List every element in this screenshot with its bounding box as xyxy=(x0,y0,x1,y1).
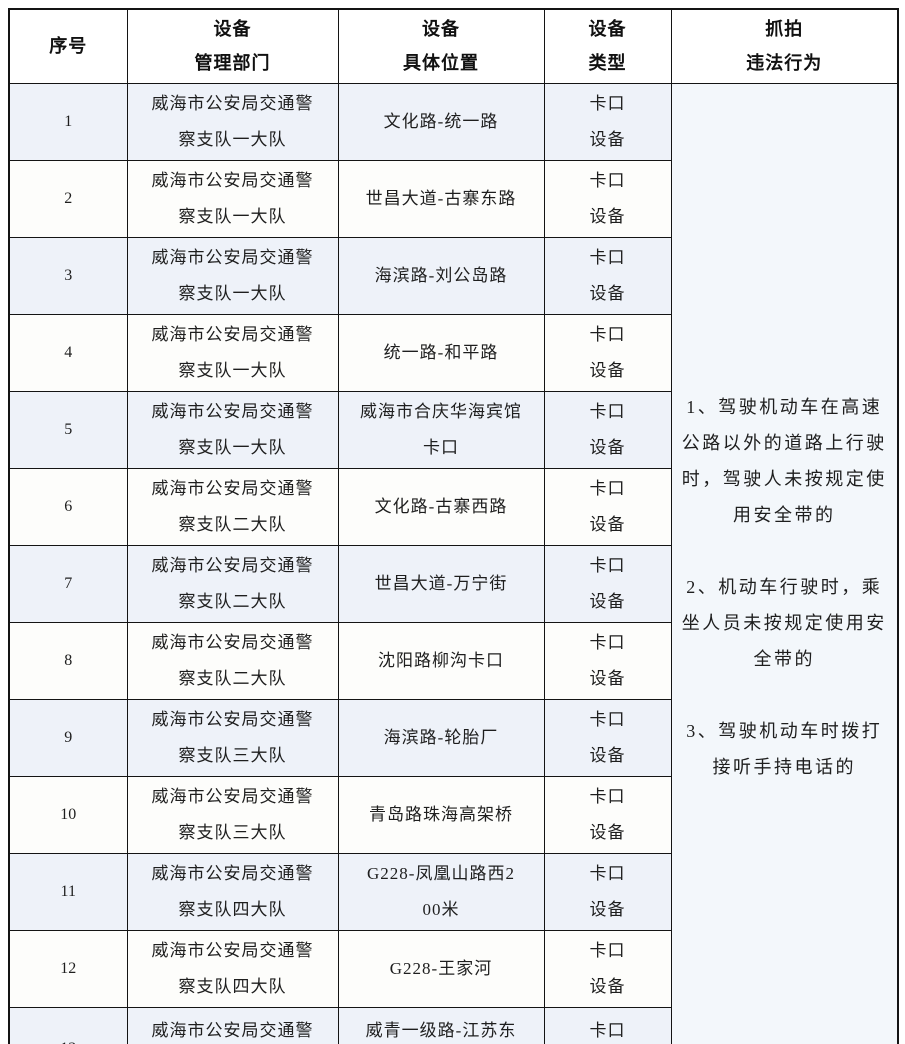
violation-item-1: 1、驾驶机动车在高速 公路以外的道路上行驶 时，驾驶人未按规定使 用安全带的 xyxy=(681,396,887,525)
location-cell: G228-凤凰山路西2 00米 xyxy=(337,852,545,931)
dept-cell: 威海市公安局交通警 察支队一大队 xyxy=(126,236,339,315)
type-cell: 卡口 设备 xyxy=(543,929,672,1008)
table-row: 8 威海市公安局交通警 察支队二大队 沈阳路柳沟卡口 卡口 设备 xyxy=(8,621,898,700)
row-number-cell: 2 xyxy=(8,159,128,238)
location-cell: 统一路-和平路 xyxy=(337,313,545,392)
dept-cell: 威海市公安局交通警 察支队二大队 xyxy=(126,544,339,623)
table-row: 7 威海市公安局交通警 察支队二大队 世昌大道-万宁街 卡口 设备 xyxy=(8,544,898,623)
location-cell: 世昌大道-古寨东路 xyxy=(337,159,545,238)
location-cell: 青岛路珠海高架桥 xyxy=(337,775,545,854)
row-number-cell: 10 xyxy=(8,775,128,854)
row-number-cell: 3 xyxy=(8,236,128,315)
header-cell-department: 设备 管理部门 xyxy=(126,8,339,84)
table-row: 11 威海市公安局交通警 察支队四大队 G228-凤凰山路西2 00米 卡口 设… xyxy=(8,852,898,931)
row-number-cell: 11 xyxy=(8,852,128,931)
row-number-cell: 6 xyxy=(8,467,128,546)
table-row: 1 威海市公安局交通警 察支队一大队 文化路-统一路 卡口 设备 1、驾驶机动车… xyxy=(8,82,899,1044)
location-cell: 海滨路-轮胎厂 xyxy=(337,698,545,777)
type-cell: 卡口 设备 xyxy=(543,1006,672,1044)
row-number-cell: 9 xyxy=(8,698,128,777)
row-number-cell: 5 xyxy=(8,390,128,469)
type-cell: 卡口 设备 xyxy=(543,236,672,315)
type-cell: 卡口 设备 xyxy=(543,82,672,161)
device-table: 序号 设备 管理部门 设备 具体位置 设备 类型 抓拍 违法行为 1 威海市公安… xyxy=(8,8,899,1044)
violation-item-2: 2、机动车行驶时，乘 坐人员未按规定使用安 全带的 xyxy=(681,576,887,669)
header-cell-violations: 抓拍 违法行为 xyxy=(670,8,899,84)
row-number-cell: 12 xyxy=(8,929,128,1008)
dept-cell: 威海市公安局交通警 察支队四大队 xyxy=(126,852,339,931)
type-cell: 卡口 设备 xyxy=(543,159,672,238)
dept-cell: 威海市公安局交通警 察支队四大队 xyxy=(126,929,339,1008)
row-number-cell: 8 xyxy=(8,621,128,700)
row-number-cell: 4 xyxy=(8,313,128,392)
table-body: 1 威海市公安局交通警 察支队一大队 文化路-统一路 卡口 设备 1、驾驶机动车… xyxy=(8,82,899,1044)
dept-cell: 威海市公安局交通警 察支队六大队 xyxy=(126,1006,339,1044)
location-cell: 文化路-古寨西路 xyxy=(337,467,545,546)
table-row: 10 威海市公安局交通警 察支队三大队 青岛路珠海高架桥 卡口 设备 xyxy=(8,775,898,854)
table-row: 5 威海市公安局交通警 察支队一大队 威海市合庆华海宾馆 卡口 卡口 设备 xyxy=(8,390,898,469)
type-cell: 卡口 设备 xyxy=(543,467,672,546)
location-cell: 威海市合庆华海宾馆 卡口 xyxy=(337,390,545,469)
type-cell: 卡口 设备 xyxy=(543,775,672,854)
dept-cell: 威海市公安局交通警 察支队一大队 xyxy=(126,313,339,392)
type-cell: 卡口 设备 xyxy=(543,621,672,700)
dept-cell: 威海市公安局交通警 察支队一大队 xyxy=(126,82,339,161)
dept-cell: 威海市公安局交通警 察支队三大队 xyxy=(126,698,339,777)
location-cell: 威青一级路-江苏东 路 xyxy=(337,1006,545,1044)
type-cell: 卡口 设备 xyxy=(543,698,672,777)
header-row: 序号 设备 管理部门 设备 具体位置 设备 类型 抓拍 违法行为 xyxy=(8,8,899,84)
location-cell: 沈阳路柳沟卡口 xyxy=(337,621,545,700)
type-cell: 卡口 设备 xyxy=(543,544,672,623)
row-number-cell: 13 xyxy=(8,1006,128,1044)
location-cell: 文化路-统一路 xyxy=(337,82,545,161)
location-cell: 海滨路-刘公岛路 xyxy=(337,236,545,315)
header-cell-type: 设备 类型 xyxy=(543,8,672,84)
table-row: 12 威海市公安局交通警 察支队四大队 G228-王家河 卡口 设备 xyxy=(8,929,898,1008)
table-header: 序号 设备 管理部门 设备 具体位置 设备 类型 抓拍 违法行为 xyxy=(8,8,899,84)
dept-cell: 威海市公安局交通警 察支队三大队 xyxy=(126,775,339,854)
type-cell: 卡口 设备 xyxy=(543,852,672,931)
location-cell: G228-王家河 xyxy=(337,929,545,1008)
dept-cell: 威海市公安局交通警 察支队二大队 xyxy=(126,621,339,700)
row-number-cell: 7 xyxy=(8,544,128,623)
table-row: 13 威海市公安局交通警 察支队六大队 威青一级路-江苏东 路 卡口 设备 xyxy=(8,1006,898,1044)
type-cell: 卡口 设备 xyxy=(543,390,672,469)
row-number-cell: 1 xyxy=(8,82,128,161)
header-cell-location: 设备 具体位置 xyxy=(337,8,545,84)
dept-cell: 威海市公安局交通警 察支队二大队 xyxy=(126,467,339,546)
table-row: 6 威海市公安局交通警 察支队二大队 文化路-古寨西路 卡口 设备 xyxy=(8,467,898,546)
dept-cell: 威海市公安局交通警 察支队一大队 xyxy=(126,159,339,238)
violations-cell: 1、驾驶机动车在高速 公路以外的道路上行驶 时，驾驶人未按规定使 用安全带的 2… xyxy=(670,82,899,1044)
table-row: 2 威海市公安局交通警 察支队一大队 世昌大道-古寨东路 卡口 设备 xyxy=(8,159,898,238)
table-row: 9 威海市公安局交通警 察支队三大队 海滨路-轮胎厂 卡口 设备 xyxy=(8,698,898,777)
table-row: 4 威海市公安局交通警 察支队一大队 统一路-和平路 卡口 设备 xyxy=(8,313,898,392)
violation-item-3: 3、驾驶机动车时拨打 接听手持电话的 xyxy=(686,720,883,777)
type-cell: 卡口 设备 xyxy=(543,313,672,392)
header-cell-serial: 序号 xyxy=(8,8,128,84)
location-cell: 世昌大道-万宁街 xyxy=(337,544,545,623)
dept-cell: 威海市公安局交通警 察支队一大队 xyxy=(126,390,339,469)
